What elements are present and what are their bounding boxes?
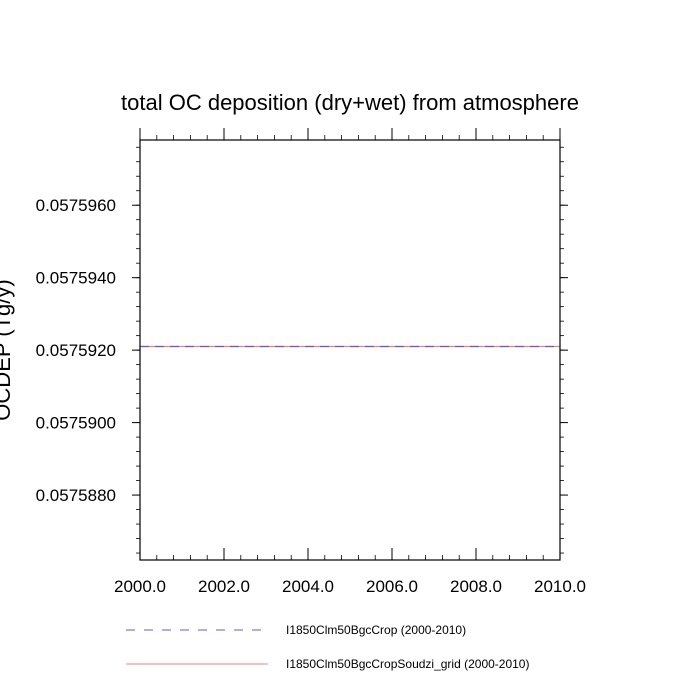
plot-frame — [139, 139, 561, 561]
legend: I1850Clm50BgcCrop (2000-2010) I1850Clm50B… — [126, 623, 529, 671]
y-tick-label: 0.0575900 — [36, 414, 116, 433]
y-axis-label: OCDEP (Tg/y) — [0, 279, 15, 420]
legend-label-1: I1850Clm50BgcCrop (2000-2010) — [286, 623, 466, 637]
chart-title: total OC deposition (dry+wet) from atmos… — [121, 90, 579, 115]
y-tick-label: 0.0575960 — [36, 196, 116, 215]
x-tick-label: 2002.0 — [198, 577, 250, 596]
x-tick-label: 2008.0 — [450, 577, 502, 596]
x-tick-label: 2000.0 — [114, 577, 166, 596]
y-tick-label: 0.0575880 — [36, 486, 116, 505]
y-tick-label: 0.0575940 — [36, 269, 116, 288]
y-tick-label: 0.0575920 — [36, 341, 116, 360]
x-tick-label: 2004.0 — [282, 577, 334, 596]
x-tick-label: 2010.0 — [534, 577, 586, 596]
legend-label-2: I1850Clm50BgcCropSoudzi_grid (2000-2010) — [286, 657, 529, 671]
axes-layer: 2000.0 2002.0 2004.0 2006.0 2008.0 2010.0 0.05… — [36, 128, 586, 596]
x-tick-label: 2006.0 — [366, 577, 418, 596]
